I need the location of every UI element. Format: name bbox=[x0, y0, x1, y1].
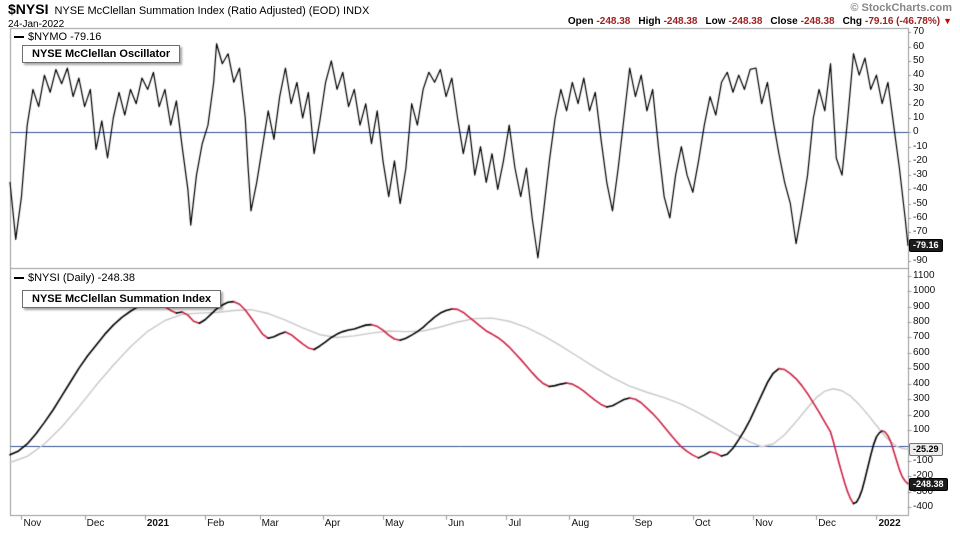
x-axis-month-label: Oct bbox=[694, 518, 711, 529]
x-axis-month-label: 2021 bbox=[146, 518, 170, 529]
x-axis-month-label: Sep bbox=[634, 518, 653, 529]
y-axis-tick-label: -60 bbox=[913, 212, 928, 223]
y-axis-tick-label: 0 bbox=[913, 126, 919, 138]
y-axis-tick-label: 40 bbox=[913, 69, 925, 81]
y-axis-tick-label: -50 bbox=[913, 197, 928, 209]
stockcharts-copyright: © StockCharts.com bbox=[850, 2, 952, 14]
legend-nyse-mcclellan-oscillator: NYSE McClellan Oscillator bbox=[22, 45, 181, 63]
y-axis-tick-label: 200 bbox=[913, 408, 930, 420]
y-axis-tick-label: 400 bbox=[913, 377, 930, 389]
x-axis-month-label: Dec bbox=[818, 518, 836, 529]
ma-last-value-marker: -25.29 bbox=[909, 443, 943, 457]
x-axis-month-label: Feb bbox=[207, 518, 225, 529]
x-axis-month-label: May bbox=[384, 518, 404, 529]
chart-title-row: $NYSI NYSE McClellan Summation Index (Rat… bbox=[8, 2, 369, 18]
quote-field-value: -248.38 bbox=[596, 16, 631, 27]
y-axis-tick-label: 10 bbox=[913, 112, 925, 123]
quote-field-value: -79.16 (-46.78%) bbox=[865, 16, 941, 27]
x-axis-month-label: Jul bbox=[508, 518, 522, 529]
panel-series-label-text: $NYMO -79.16 bbox=[28, 31, 102, 43]
y-axis-tick-label: -40 bbox=[913, 183, 928, 195]
y-axis-tick-label: 600 bbox=[913, 346, 930, 358]
x-axis-month-label: Mar bbox=[261, 518, 279, 529]
chart-title: NYSE McClellan Summation Index (Ratio Ad… bbox=[54, 5, 370, 17]
y-axis-tick-label: -300 bbox=[913, 485, 934, 497]
y-axis-tick-label: 1100 bbox=[913, 269, 935, 281]
x-axis-month-label: Nov bbox=[755, 518, 773, 529]
x-axis-month-label: Aug bbox=[571, 518, 590, 529]
panel-series-label-nymo: $NYMO -79.16 bbox=[14, 31, 101, 43]
y-axis-tick-label: 70 bbox=[913, 26, 925, 38]
y-axis-tick-label: 60 bbox=[913, 40, 925, 52]
quote-field-value: -248.38 bbox=[800, 16, 835, 27]
y-axis-tick-label: 50 bbox=[913, 54, 925, 66]
panel-series-label-nysi: $NYSI (Daily) -248.38 bbox=[14, 272, 135, 284]
y-axis-tick-label: -400 bbox=[913, 501, 934, 513]
y-axis-tick-label: 700 bbox=[913, 331, 930, 343]
quote-field-value: -248.38 bbox=[663, 16, 698, 27]
y-axis-tick-label: 300 bbox=[913, 393, 930, 405]
x-axis-month-label: Dec bbox=[86, 518, 105, 529]
y-axis-tick-label: -20 bbox=[913, 154, 928, 166]
last-value-marker-nysi: -248.38 bbox=[909, 477, 948, 491]
chart-header-left: $NYSI NYSE McClellan Summation Index (Rat… bbox=[8, 2, 369, 32]
x-axis-month-label: 2022 bbox=[878, 518, 901, 529]
y-axis-tick-label: -200 bbox=[913, 470, 934, 482]
y-axis-tick-label: 20 bbox=[913, 97, 925, 109]
symbol: $NYSI bbox=[8, 1, 49, 17]
y-axis-tick-label: 1000 bbox=[913, 285, 936, 297]
x-axis-month-label: Jun bbox=[448, 518, 465, 529]
y-axis-tick-label: 30 bbox=[913, 83, 925, 95]
chart-date: 24-Jan-2022 bbox=[8, 19, 65, 30]
series-line-swatch-icon bbox=[14, 277, 24, 280]
panel-series-label-text: $NYSI (Daily) -248.38 bbox=[28, 272, 135, 284]
last-value-marker-nymo: -79.16 bbox=[909, 239, 943, 253]
ohlc-quote-row: Open -248.38 High -248.38 Low -248.38 Close -24… bbox=[560, 16, 952, 27]
y-axis-tick-label: 500 bbox=[913, 362, 930, 374]
y-axis-tick-label: -90 bbox=[913, 254, 928, 266]
x-axis-month-label: Apr bbox=[324, 518, 341, 529]
y-axis-tick-label: 900 bbox=[913, 300, 930, 312]
quote-field-label: Chg bbox=[842, 16, 863, 27]
x-axis-month-label: Nov bbox=[23, 518, 42, 529]
y-axis-tick-label: -100 bbox=[913, 454, 934, 466]
y-axis-tick-label: -70 bbox=[913, 226, 928, 238]
quote-field-label: High bbox=[638, 16, 661, 27]
y-axis-tick-label: -10 bbox=[913, 140, 928, 152]
y-axis-tick-label: -30 bbox=[913, 169, 928, 181]
quote-field-label: Close bbox=[770, 16, 798, 27]
quote-field-label: Open bbox=[567, 16, 594, 27]
quote-field-label: Low bbox=[705, 16, 726, 27]
quote-field-value: -248.38 bbox=[728, 16, 763, 27]
legend-nyse-mcclellan-summation-index: NYSE McClellan Summation Index bbox=[22, 290, 222, 308]
down-arrow-icon: ▼ bbox=[943, 16, 952, 26]
y-axis-tick-label: 800 bbox=[913, 316, 930, 328]
series-line-swatch-icon bbox=[14, 36, 24, 39]
y-axis-tick-label: 100 bbox=[913, 424, 930, 436]
